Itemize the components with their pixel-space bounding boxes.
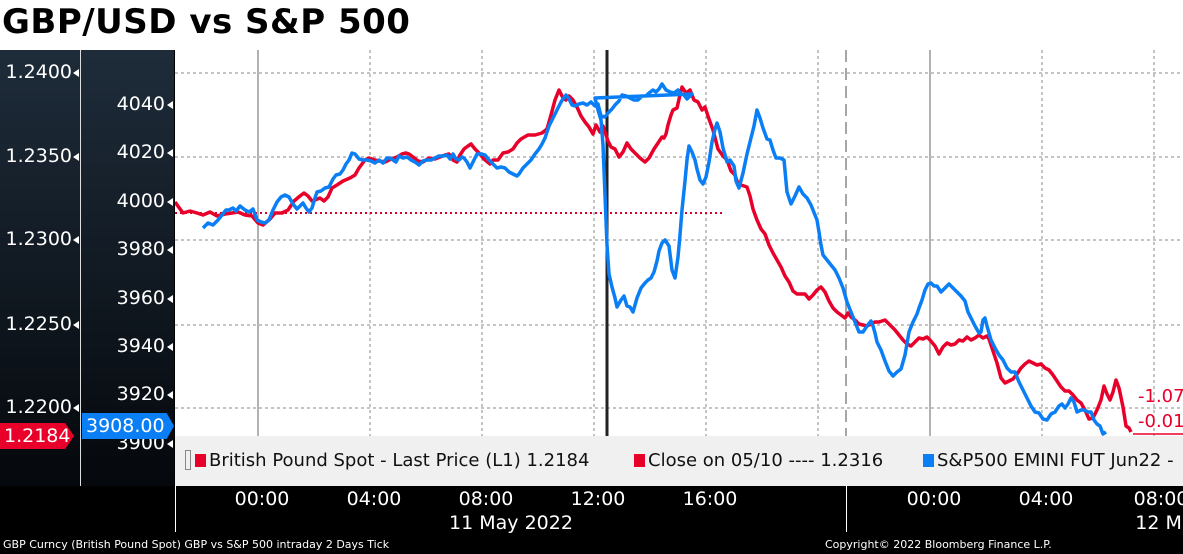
line-chart-svg [175,50,1183,486]
legend-item-spx[interactable]: S&P500 EMINI FUT Jun22 - [923,450,1174,471]
spx-last-price-badge: 3908.00 [82,413,174,439]
tick-marker-icon [167,391,173,399]
tick-marker-icon [73,321,79,329]
left-tick-label: 1.2200 [5,396,72,418]
chart-title: GBP/USD vs S&P 500 [2,2,411,42]
tick-marker-icon [73,69,79,77]
left-tick-label: 1.2250 [5,313,72,335]
gbp-last-price-badge: 1.2184 [0,423,74,449]
legend-item-gbp[interactable]: British Pound Spot - Last Price (L1) 1.2… [185,450,589,471]
tick-marker-icon [73,153,79,161]
right-tick-label: 4040 [116,93,165,115]
plot-area [175,50,1183,486]
spx-series-line [201,82,1107,436]
legend: British Pound Spot - Last Price (L1) 1.2… [175,436,1183,486]
tick-marker-icon [167,440,173,448]
horizontal-gridlines [175,72,1183,409]
tick-marker-icon [167,246,173,254]
axis-divider [175,486,176,532]
x-tick-label: 00:00 [906,488,962,510]
x-tick-label: 08:00 [1133,488,1183,510]
x-tick-label: 08:00 [458,488,514,510]
vertical-gridlines [369,50,1155,486]
x-tick-label: 04:00 [346,488,402,510]
tick-marker-icon [167,198,173,206]
x-tick-label: 16:00 [682,488,738,510]
right-tick-label: 3920 [116,383,165,405]
right-tick-label: 4000 [116,190,165,212]
x-tick-label: 00:00 [234,488,290,510]
right-tick-label: 3980 [116,238,165,260]
tick-marker-icon [167,295,173,303]
gbp-series-line [175,85,1133,433]
footer-copyright: Copyright© 2022 Bloomberg Finance L.P. [825,538,1052,551]
x-tick-label: 12:00 [570,488,626,510]
x-tick-label: 04:00 [1018,488,1074,510]
legend-item-close[interactable]: Close on 05/10 ---- 1.2316 [634,450,883,471]
tick-marker-icon [167,149,173,157]
tick-marker-icon [167,101,173,109]
blue-swatch-icon [923,454,934,467]
footer-description: GBP Curncy (British Pound Spot) GBP vs S… [3,538,390,551]
left-tick-label: 1.2300 [5,228,72,250]
axis-separator [80,50,81,486]
left-tick-label: 1.2350 [5,145,72,167]
x-date-label: 11 May 2022 [449,512,573,534]
title-bar: GBP/USD vs S&P 500 [0,0,1183,50]
tick-marker-icon [73,236,79,244]
tick-marker-icon [73,404,79,412]
tick-marker-icon [167,343,173,351]
right-tick-label: 3940 [116,335,165,357]
left-axis-gbp [0,50,80,486]
x-date-label: 12 May [1135,512,1183,534]
legend-label: S&P500 EMINI FUT Jun22 - [937,450,1174,471]
red-swatch-icon [195,454,206,467]
axis-divider [846,486,847,532]
right-tick-label: 3960 [116,287,165,309]
right-tick-label: 4020 [116,141,165,163]
legend-pin-icon [185,450,191,470]
legend-label: Close on 05/10 ---- 1.2316 [648,450,884,471]
legend-label: British Pound Spot - Last Price (L1) 1.2… [209,450,590,471]
red-swatch-icon [634,454,645,467]
gbp-change-label: -1.07 [1138,386,1183,407]
x-axis: 00:00 04:00 08:00 12:00 16:00 00:00 04:0… [175,486,1183,536]
spx-change-label: -0.01 [1138,411,1183,432]
left-tick-label: 1.2400 [5,61,72,83]
